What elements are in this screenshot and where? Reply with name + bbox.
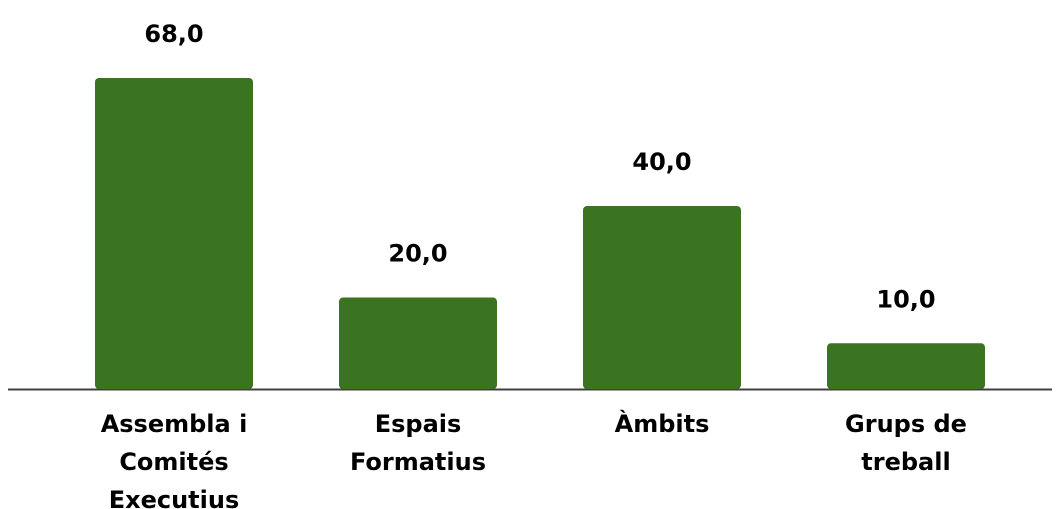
bar-2 [339,297,497,389]
category-label-line: Executius [109,486,240,509]
category-label-line: Espais [375,410,462,438]
category-label-line: Assembla i [101,410,248,438]
value-label-4: 10,0 [876,285,935,313]
bar-1 [95,78,253,389]
category-label-line: treball [861,448,950,476]
value-label-2: 20,0 [388,240,447,268]
category-label-4: Grups de treball [845,410,967,476]
value-label-3: 40,0 [632,148,691,176]
category-label-line: Grups de [845,410,967,438]
category-label-line: Comités [119,448,228,476]
category-label-2: Espais Formatius [350,410,486,476]
category-label-line: Formatius [350,448,486,476]
bar-3 [583,206,741,389]
category-label-1: Assembla i Comités Executius [101,410,248,509]
category-label-line: Àmbits [615,409,710,438]
value-label-1: 68,0 [144,20,203,48]
bar-4 [827,343,985,389]
category-label-3: Àmbits [615,409,710,438]
